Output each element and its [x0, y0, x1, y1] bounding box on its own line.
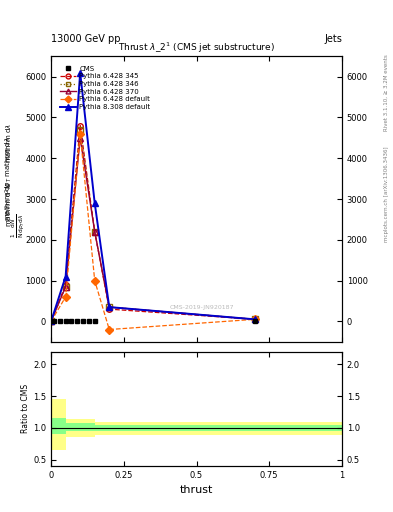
Pythia 6.428 345 [92, 228, 97, 234]
Text: mathrm d$^2$N: mathrm d$^2$N [4, 183, 15, 227]
CMS [63, 318, 68, 325]
Line: Pythia 6.428 370: Pythia 6.428 370 [48, 135, 257, 324]
Text: Rivet 3.1.10, ≥ 3.2M events: Rivet 3.1.10, ≥ 3.2M events [384, 54, 389, 131]
Title: Thrust $\lambda\_2^1$ (CMS jet substructure): Thrust $\lambda\_2^1$ (CMS jet substruct… [118, 40, 275, 55]
Text: 13000 GeV pp: 13000 GeV pp [51, 33, 121, 44]
Pythia 6.428 345 [252, 316, 257, 323]
Pythia 6.428 346 [63, 284, 68, 290]
Pythia 8.308 default [107, 304, 112, 310]
Pythia 6.428 345 [107, 306, 112, 312]
Pythia 6.428 370 [49, 318, 53, 325]
Pythia 8.308 default [78, 70, 83, 76]
Pythia 8.308 default [63, 273, 68, 280]
Pythia 6.428 default [63, 294, 68, 300]
X-axis label: thrust: thrust [180, 485, 213, 495]
CMS [57, 318, 62, 325]
Pythia 6.428 370 [63, 284, 68, 290]
Line: Pythia 6.428 345: Pythia 6.428 345 [48, 123, 257, 324]
Line: Pythia 6.428 346: Pythia 6.428 346 [48, 127, 257, 324]
Pythia 6.428 346 [49, 318, 53, 325]
Line: Pythia 8.308 default: Pythia 8.308 default [48, 69, 258, 325]
Text: mcplots.cern.ch [arXiv:1306.3436]: mcplots.cern.ch [arXiv:1306.3436] [384, 147, 389, 242]
Pythia 6.428 345 [49, 318, 53, 325]
CMS [92, 318, 97, 325]
Pythia 8.308 default [252, 316, 257, 323]
CMS [69, 318, 74, 325]
Pythia 6.428 370 [252, 316, 257, 323]
Pythia 6.428 370 [78, 135, 83, 141]
Pythia 6.428 345 [63, 282, 68, 288]
Pythia 8.308 default [92, 200, 97, 206]
Text: CMS-2019-JN920187: CMS-2019-JN920187 [170, 305, 235, 310]
Text: mathrm d$p_T$ mathrm d$\lambda$: mathrm d$p_T$ mathrm d$\lambda$ [4, 137, 14, 222]
Pythia 6.428 345 [78, 122, 83, 129]
Pythia 6.428 370 [92, 228, 97, 234]
Legend: CMS, Pythia 6.428 345, Pythia 6.428 346, Pythia 6.428 370, Pythia 6.428 default,: CMS, Pythia 6.428 345, Pythia 6.428 346,… [61, 66, 150, 110]
CMS [86, 318, 91, 325]
Pythia 6.428 346 [107, 304, 112, 310]
Pythia 6.428 346 [78, 126, 83, 133]
Pythia 6.428 346 [92, 228, 97, 234]
Line: Pythia 6.428 default: Pythia 6.428 default [48, 131, 257, 332]
Text: Jets: Jets [324, 33, 342, 44]
Pythia 6.428 default [107, 327, 112, 333]
CMS [252, 318, 257, 325]
CMS [75, 318, 80, 325]
Text: $\frac{1}{\mathrm{N}}\frac{\mathrm{d}N}{\mathrm{d}p_T\mathrm{d}\lambda}$: $\frac{1}{\mathrm{N}}\frac{\mathrm{d}N}{… [10, 213, 27, 238]
Y-axis label: Ratio to CMS: Ratio to CMS [21, 385, 30, 433]
Pythia 8.308 default [49, 318, 53, 325]
Pythia 6.428 346 [252, 316, 257, 323]
CMS [51, 318, 56, 325]
Line: CMS: CMS [51, 319, 257, 324]
Pythia 6.428 default [49, 318, 53, 325]
Pythia 6.428 default [78, 131, 83, 137]
Pythia 6.428 default [252, 316, 257, 323]
CMS [81, 318, 85, 325]
Pythia 6.428 default [92, 278, 97, 284]
Pythia 6.428 370 [107, 304, 112, 310]
Text: mathrm d$\lambda$: mathrm d$\lambda$ [4, 123, 13, 163]
